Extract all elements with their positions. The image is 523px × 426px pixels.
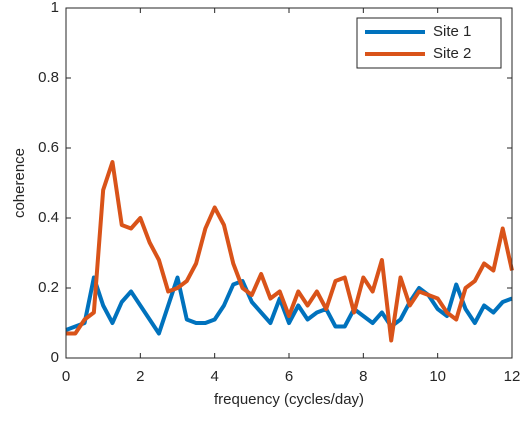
legend: [356, 17, 502, 69]
legend-label: Site 2: [433, 45, 471, 62]
x-tick-label: 0: [62, 368, 70, 385]
x-tick-label: 10: [429, 368, 446, 385]
x-axis-label: frequency (cycles/day): [214, 391, 364, 408]
y-axis-label: coherence: [11, 148, 28, 218]
y-tick-label: 0: [51, 349, 59, 366]
line: [66, 160, 514, 343]
x-tick-label: 8: [359, 368, 367, 385]
x-tick-label: 12: [504, 368, 521, 385]
legend-label: Site 1: [433, 23, 471, 40]
axes-box: [65, 7, 513, 359]
y-tick-label: 1: [51, 0, 59, 16]
y-tick-label: 0.2: [38, 279, 59, 296]
x-tick-label: 2: [136, 368, 144, 385]
y-tick-label: 0.6: [38, 139, 59, 156]
x-tick-label: 4: [210, 368, 218, 385]
y-tick-label: 0.4: [38, 209, 59, 226]
x-tick-label: 6: [285, 368, 293, 385]
line: [65, 275, 513, 336]
y-tick-label: 0.8: [38, 69, 59, 86]
